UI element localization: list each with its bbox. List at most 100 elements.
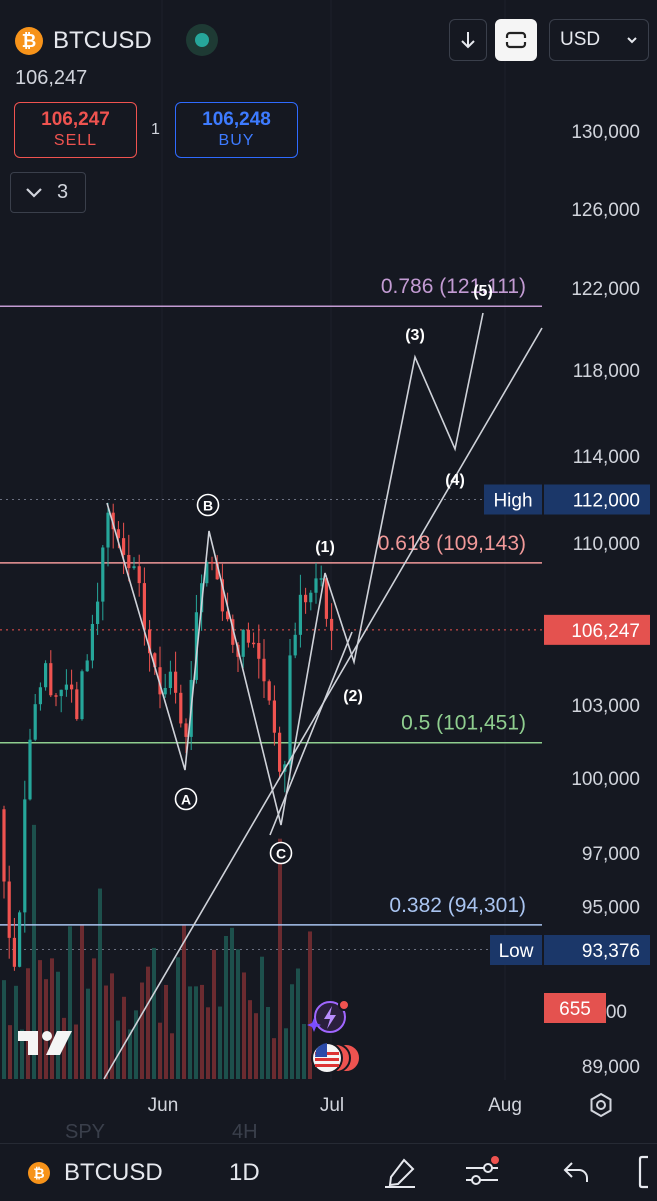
volume-bar <box>164 984 168 1079</box>
y-axis-label: .00 <box>601 1002 627 1023</box>
volume-bar <box>272 1038 276 1079</box>
volume-bar <box>230 927 234 1079</box>
candle-body <box>80 671 84 720</box>
current-price-tag-bg <box>544 614 650 645</box>
candle-body <box>7 881 11 938</box>
volume-bar <box>224 935 228 1079</box>
us-flag-event-icon[interactable] <box>310 1039 364 1077</box>
current-price-tag: 106,247 <box>571 621 640 642</box>
candle-body <box>262 658 266 682</box>
indicators-toggle[interactable]: 3 <box>10 172 86 213</box>
price-chart[interactable]: 0.786 (121,111) 0.618 (109,143) 0.5 (101,4… <box>0 0 657 1143</box>
candle-body <box>59 689 63 697</box>
abc-label-circle <box>174 787 198 811</box>
symbol-title[interactable]: BTCUSD <box>53 27 152 54</box>
candle-body <box>132 566 136 569</box>
candle-body <box>226 611 230 620</box>
volume-bar <box>260 956 264 1079</box>
candle-body <box>168 671 172 688</box>
candle-body <box>231 619 235 645</box>
fullscreen-button[interactable] <box>495 19 537 61</box>
wave-label: (1) <box>315 539 335 556</box>
candle-body <box>298 594 302 635</box>
candle-body <box>194 612 198 680</box>
buy-label: BUY <box>218 132 255 149</box>
indicator-count: 3 <box>57 181 69 203</box>
fullscreen-icon <box>504 31 528 49</box>
fib-level-label: 0.5 (101,451) <box>401 712 526 735</box>
volume-bar <box>92 958 96 1079</box>
candle-body <box>246 629 250 643</box>
candle-body <box>324 578 328 619</box>
volume-bar <box>68 926 72 1079</box>
y-axis-label: 114,000 <box>573 447 640 468</box>
candle-body <box>101 547 105 602</box>
buy-button[interactable]: 106,248 BUY <box>175 102 298 158</box>
candle-body <box>44 663 48 688</box>
undo-icon[interactable] <box>562 1159 590 1185</box>
low-value-bg <box>544 935 650 965</box>
chevron-down-icon <box>627 37 637 44</box>
x-axis-label: Aug <box>488 1095 522 1116</box>
volume-bar <box>200 984 204 1079</box>
fib-level-label: 0.382 (94,301) <box>389 894 526 917</box>
bitcoin-icon: ₿ <box>28 1162 50 1184</box>
market-status-icon <box>186 24 218 56</box>
volume-bar <box>104 985 108 1079</box>
bottom-symbol-button[interactable]: BTCUSD <box>64 1159 163 1186</box>
indicators-icon[interactable] <box>462 1154 502 1190</box>
chevron-down-icon <box>26 187 42 198</box>
x-axis-label: Jun <box>148 1095 179 1116</box>
candle-body <box>158 667 162 695</box>
y-axis-label: 97,000 <box>582 844 640 865</box>
candle-body <box>96 601 100 624</box>
candle-body <box>23 799 27 913</box>
candle-body <box>106 512 110 548</box>
volume-bar <box>218 1006 222 1079</box>
high-value: 112,000 <box>573 491 640 512</box>
volume-bar <box>290 984 294 1079</box>
volume-bar <box>56 971 60 1079</box>
candle-body <box>215 561 219 580</box>
candle-body <box>314 578 318 593</box>
candle-body <box>127 554 131 569</box>
candle-body <box>267 681 271 701</box>
abc-label-circle <box>196 493 220 517</box>
volume-bar <box>308 931 312 1079</box>
bottom-toolbar: ₿ BTCUSD 1D <box>0 1143 657 1201</box>
candle-body <box>278 732 282 772</box>
volume-bar <box>44 979 48 1079</box>
volume-bar <box>242 972 246 1079</box>
high-value-bg <box>544 484 650 515</box>
volume-bar <box>80 924 84 1079</box>
interval-button[interactable]: 1D <box>229 1159 260 1186</box>
wave-label: (2) <box>343 688 363 705</box>
candle-body <box>220 579 224 612</box>
tradingview-logo-icon <box>18 1031 72 1055</box>
sell-button[interactable]: 106,247 SELL <box>14 102 137 158</box>
candle-body <box>330 618 334 631</box>
fullscreen-corner-icon[interactable] <box>636 1154 657 1190</box>
x-axis-label: Jul <box>320 1095 344 1116</box>
download-button[interactable] <box>449 19 487 61</box>
y-axis-label: 89,000 <box>582 1057 640 1078</box>
volume-bar <box>62 1017 66 1079</box>
candle-body <box>33 704 37 740</box>
candle-body <box>142 583 146 630</box>
elliott-wave-line <box>106 312 484 826</box>
volume-bar <box>74 1024 78 1079</box>
y-axis-label: 122,000 <box>571 279 640 300</box>
draw-brush-icon[interactable] <box>382 1156 418 1190</box>
candle-body <box>137 566 141 584</box>
candle-body <box>288 655 292 765</box>
currency-select[interactable]: USD <box>549 19 649 61</box>
volume-bar <box>170 1033 174 1079</box>
volume-bar <box>134 1010 138 1079</box>
lightning-event-icon[interactable] <box>304 998 352 1036</box>
candle-body <box>272 700 276 733</box>
y-axis-label: 126,000 <box>571 200 640 221</box>
settings-icon[interactable] <box>588 1092 614 1118</box>
volume-bar <box>284 1028 288 1079</box>
candle-body <box>153 653 157 668</box>
candle-body <box>184 723 188 737</box>
